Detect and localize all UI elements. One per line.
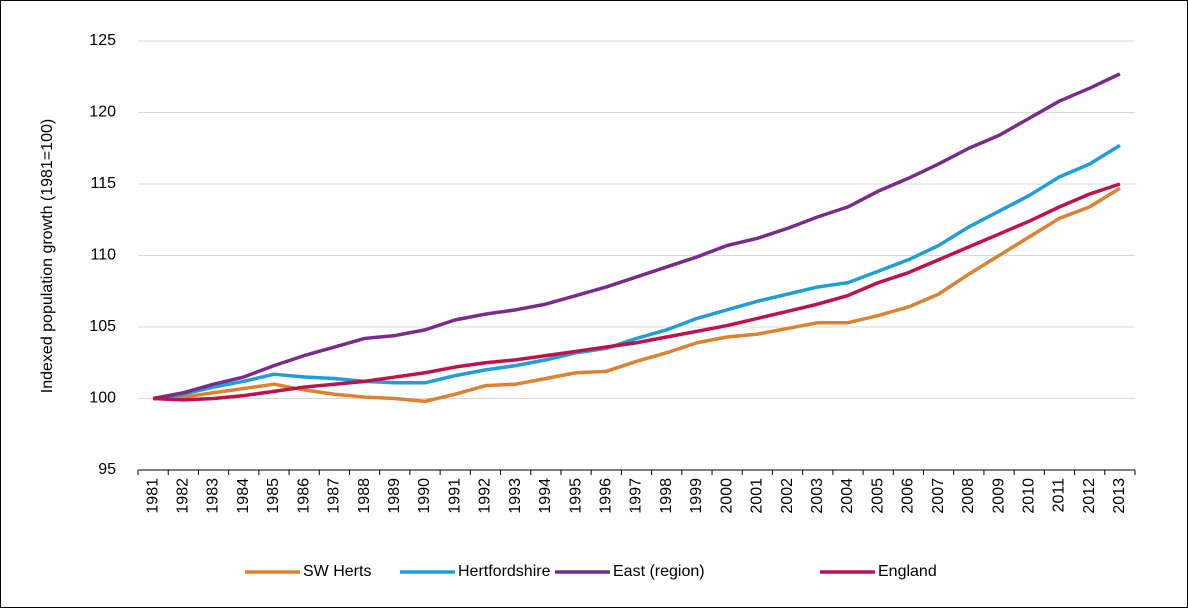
x-tick-label: 1985 bbox=[265, 478, 282, 514]
y-tick-label: 115 bbox=[90, 175, 116, 192]
x-tick-label: 2008 bbox=[960, 478, 977, 514]
y-tick-label: 95 bbox=[98, 461, 116, 478]
x-tick-label: 1997 bbox=[628, 478, 645, 514]
x-tick-label: 1984 bbox=[235, 478, 252, 514]
x-tick-label: 2012 bbox=[1081, 478, 1098, 514]
x-tick-label: 1999 bbox=[688, 478, 705, 514]
series-line bbox=[152, 72, 1121, 401]
series-line bbox=[153, 182, 1121, 402]
y-tick-label: 125 bbox=[89, 32, 116, 49]
x-tick-label: 1981 bbox=[144, 478, 161, 514]
legend-label: SW Herts bbox=[303, 563, 371, 580]
y-tick-label: 110 bbox=[90, 247, 116, 264]
x-tick-label: 1994 bbox=[537, 478, 554, 514]
x-tick-label: 1990 bbox=[416, 478, 433, 514]
x-tick-label: 2010 bbox=[1020, 478, 1037, 514]
y-tick-label: 105 bbox=[89, 318, 116, 335]
x-tick-label: 1982 bbox=[175, 478, 192, 514]
x-tick-label: 1989 bbox=[386, 478, 403, 514]
x-tick-label: 2004 bbox=[839, 478, 856, 514]
y-tick-label: 100 bbox=[89, 390, 116, 407]
y-axis-label: Indexed population growth (1981=100) bbox=[39, 119, 56, 393]
x-tick-label: 1995 bbox=[567, 478, 584, 514]
x-tick-label: 1986 bbox=[295, 478, 312, 514]
x-tick-label: 2006 bbox=[900, 478, 917, 514]
x-tick-label: 2005 bbox=[869, 478, 886, 514]
y-tick-label: 120 bbox=[89, 104, 116, 121]
x-tick-label: 2009 bbox=[990, 478, 1007, 514]
x-tick-label: 1988 bbox=[356, 478, 373, 514]
x-tick-label: 1998 bbox=[658, 478, 675, 514]
x-tick-label: 1983 bbox=[205, 478, 222, 514]
legend-label: Hertfordshire bbox=[458, 563, 551, 580]
x-tick-label: 1991 bbox=[446, 478, 463, 514]
x-tick-label: 1992 bbox=[477, 478, 494, 514]
legend-label: East (region) bbox=[613, 563, 705, 580]
x-tick-label: 2002 bbox=[779, 478, 796, 514]
x-tick-label: 1996 bbox=[598, 478, 615, 514]
x-tick-label: 2007 bbox=[930, 478, 947, 514]
x-tick-label: 2000 bbox=[718, 478, 735, 514]
x-tick-label: 1993 bbox=[507, 478, 524, 514]
x-tick-label: 2013 bbox=[1111, 478, 1128, 514]
x-tick-label: 2011 bbox=[1051, 478, 1068, 513]
x-tick-label: 2003 bbox=[809, 478, 826, 514]
legend-label: England bbox=[878, 563, 937, 580]
series-line bbox=[152, 143, 1121, 401]
x-tick-label: 1987 bbox=[326, 478, 343, 514]
x-tick-label: 2001 bbox=[749, 478, 766, 514]
series-line bbox=[153, 186, 1121, 404]
